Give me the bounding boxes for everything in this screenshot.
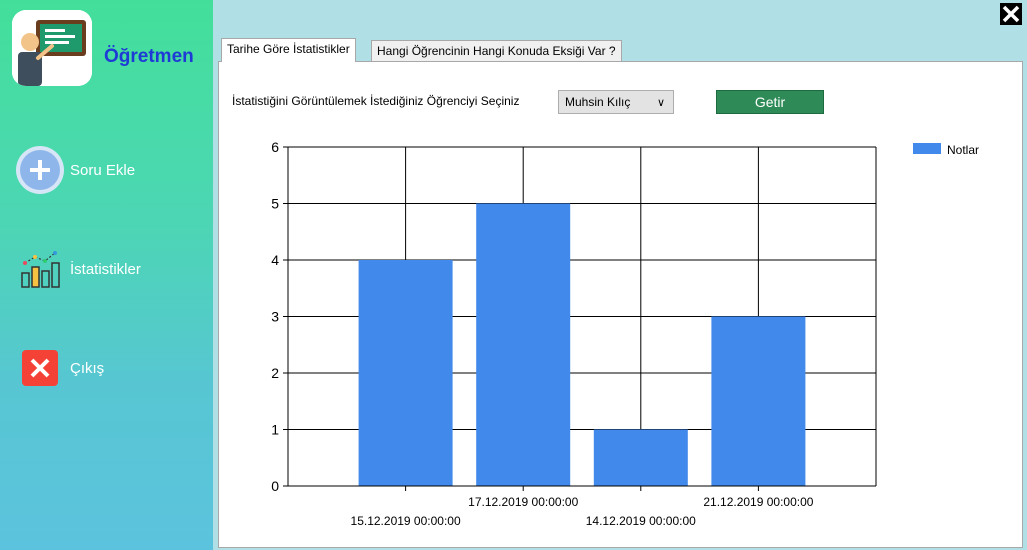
sidebar: Öğretmen Soru Ekle [0, 0, 213, 550]
nav-cikis[interactable]: Çıkış [16, 344, 104, 392]
legend-label: Notlar [947, 143, 979, 157]
main-window: Tarihe Göre İstatistikler Hangi Öğrencin… [213, 0, 1027, 550]
y-tick-label: 2 [271, 365, 279, 381]
y-tick-label: 4 [271, 252, 279, 268]
window-close-button[interactable] [1000, 3, 1022, 25]
bar-4 [711, 316, 806, 486]
x-tick-label: 21.12.2019 00:00:00 [703, 495, 813, 509]
tab-panel: İstatistiğini Görüntülemek İstediğiniz Ö… [218, 61, 1023, 548]
bar-chart-icon [16, 243, 64, 295]
nav-cikis-label: Çıkış [70, 359, 105, 377]
bar-3 [593, 429, 688, 486]
y-tick-label: 0 [271, 478, 279, 494]
nav-soru-ekle[interactable]: Soru Ekle [16, 146, 135, 194]
x-tick-label: 17.12.2019 00:00:00 [468, 495, 578, 509]
plus-circle-icon [16, 146, 64, 194]
legend-swatch [913, 143, 941, 154]
nav-istatistikler-label: İstatistikler [70, 260, 141, 278]
nav-istatistikler[interactable]: İstatistikler [16, 245, 141, 293]
close-x-icon [22, 350, 58, 386]
nav-soru-ekle-label: Soru Ekle [70, 161, 136, 179]
y-tick-label: 1 [271, 422, 279, 438]
bar-2 [476, 203, 571, 486]
close-icon [1002, 5, 1020, 23]
student-select-label: İstatistiğini Görüntülemek İstediğiniz Ö… [232, 94, 520, 108]
brand-title: Öğretmen [104, 46, 194, 67]
tab-hangi-ogrenci[interactable]: Hangi Öğrencinin Hangi Konuda Eksiği Var… [371, 40, 622, 61]
bar-chart: 0 1 2 3 4 5 6 15.12.2019 00:00:00 17.12.2019 00:… [271, 139, 979, 528]
y-tick-label: 5 [271, 196, 279, 212]
student-select-value: Muhsin Kılıç [565, 95, 631, 109]
student-select[interactable]: Muhsin Kılıç ∨ [558, 90, 674, 114]
bar-1 [358, 260, 453, 486]
y-tick-label: 3 [271, 309, 279, 325]
y-tick-label: 6 [271, 139, 279, 155]
getir-button[interactable]: Getir [716, 90, 824, 114]
teacher-logo-icon [12, 10, 92, 86]
x-tick-label: 14.12.2019 00:00:00 [586, 514, 696, 528]
chevron-down-icon: ∨ [656, 97, 665, 109]
tab-tarihe-gore[interactable]: Tarihe Göre İstatistikler [221, 38, 356, 62]
x-tick-label: 15.12.2019 00:00:00 [351, 514, 461, 528]
